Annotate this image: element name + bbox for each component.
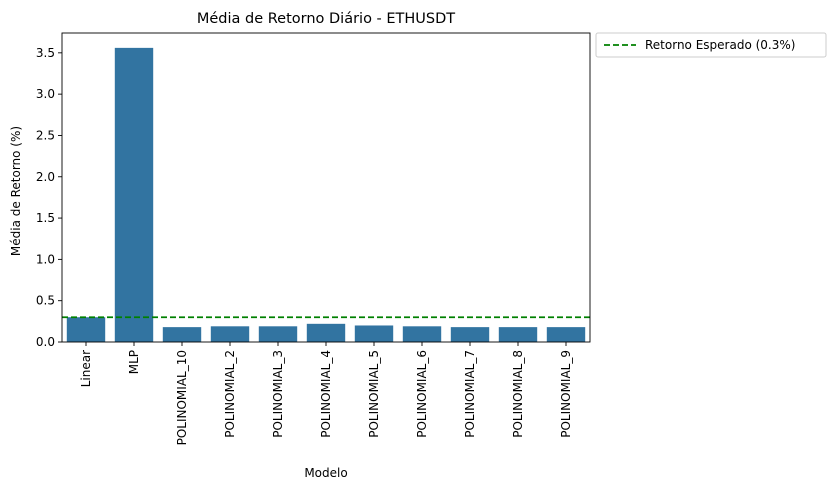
y-axis-label: Média de Retorno (%) bbox=[9, 126, 23, 256]
y-tick-label: 3.5 bbox=[36, 46, 55, 60]
x-axis-label: Modelo bbox=[304, 466, 347, 480]
bar-polinomial_9 bbox=[546, 327, 586, 342]
x-tick-label: POLINOMIAL_6 bbox=[415, 350, 429, 438]
bar-polinomial_7 bbox=[450, 327, 490, 342]
x-tick-label: Linear bbox=[79, 350, 93, 387]
bar-polinomial_6 bbox=[402, 326, 442, 342]
bar-polinomial_10 bbox=[162, 327, 202, 342]
y-tick-label: 1.5 bbox=[36, 211, 55, 225]
x-tick-label: POLINOMIAL_9 bbox=[559, 350, 573, 438]
x-tick-label: POLINOMIAL_4 bbox=[319, 350, 333, 438]
legend: Retorno Esperado (0.3%) bbox=[595, 32, 827, 58]
x-tick-label: MLP bbox=[127, 350, 141, 374]
y-tick-label: 2.5 bbox=[36, 128, 55, 142]
bar-polinomial_5 bbox=[354, 325, 394, 342]
x-tick-label: POLINOMIAL_2 bbox=[223, 350, 237, 438]
bar-linear bbox=[66, 317, 106, 342]
x-tick-label: POLINOMIAL_10 bbox=[175, 350, 189, 445]
x-tick-label: POLINOMIAL_8 bbox=[511, 350, 525, 438]
x-tick-label: POLINOMIAL_5 bbox=[367, 350, 381, 438]
x-tick-label: POLINOMIAL_7 bbox=[463, 350, 477, 438]
y-tick-label: 0.0 bbox=[36, 335, 55, 349]
bar-polinomial_3 bbox=[258, 326, 298, 342]
bar-mlp bbox=[114, 47, 154, 343]
bars-group bbox=[66, 47, 586, 343]
y-tick-label: 2.0 bbox=[36, 170, 55, 184]
y-tick-label: 3.0 bbox=[36, 87, 55, 101]
bar-polinomial_2 bbox=[210, 326, 250, 342]
bar-polinomial_8 bbox=[498, 327, 538, 342]
x-axis: Linear MLP POLINOMIAL_10 POLINOMIAL_2 POLINO… bbox=[79, 342, 573, 445]
chart-title: Média de Retorno Diário - ETHUSDT bbox=[197, 11, 455, 27]
y-axis: 0.0 0.5 1.0 1.5 2.0 2.5 3.0 3.5 bbox=[36, 46, 62, 349]
legend-frame bbox=[595, 32, 827, 58]
x-tick-label: POLINOMIAL_3 bbox=[271, 350, 285, 438]
y-tick-label: 0.5 bbox=[36, 294, 55, 308]
legend-entry-label: Retorno Esperado (0.3%) bbox=[645, 38, 795, 52]
y-tick-label: 1.0 bbox=[36, 252, 55, 266]
bar-polinomial_4 bbox=[306, 323, 346, 342]
